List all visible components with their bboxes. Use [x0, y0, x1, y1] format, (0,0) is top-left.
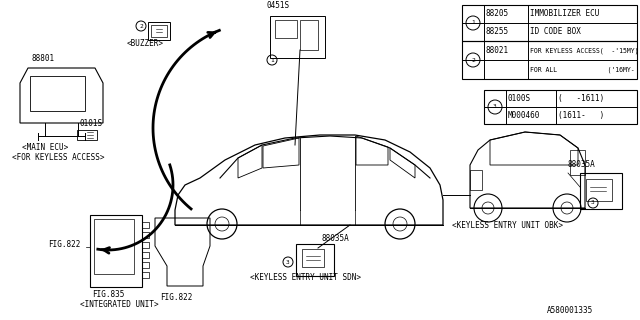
Bar [77, 130, 97, 140]
Text: 3: 3 [591, 201, 595, 205]
Text: 88035A: 88035A [568, 160, 596, 169]
Text: 88021: 88021 [486, 46, 509, 55]
Text: 3: 3 [493, 105, 497, 109]
Text: 0451S: 0451S [266, 1, 289, 10]
Text: <FOR KEYLESS ACCESS>: <FOR KEYLESS ACCESS> [12, 153, 104, 162]
Bar [94, 219, 134, 274]
Text: 88205: 88205 [486, 10, 509, 19]
Text: M000460: M000460 [508, 111, 540, 120]
Text: FIG.835: FIG.835 [92, 290, 124, 299]
Text: <KEYLESS ENTRY UNIT OBK>: <KEYLESS ENTRY UNIT OBK> [452, 221, 563, 230]
Text: 2: 2 [139, 23, 143, 28]
Text: IMMOBILIZER ECU: IMMOBILIZER ECU [530, 10, 600, 19]
Text: <INTEGRATED UNIT>: <INTEGRATED UNIT> [80, 300, 159, 309]
Bar [302, 249, 324, 267]
Text: 1: 1 [471, 20, 475, 26]
Text: <MAIN ECU>: <MAIN ECU> [22, 143, 68, 152]
Bar [142, 232, 149, 238]
Text: <KEYLESS ENTRY UNIT SDN>: <KEYLESS ENTRY UNIT SDN> [250, 273, 361, 282]
Text: 3: 3 [286, 260, 290, 265]
Text: 88801: 88801 [32, 54, 55, 63]
Text: A580001335: A580001335 [547, 306, 593, 315]
Bar [148, 22, 170, 40]
Bar [142, 272, 149, 278]
Bar [151, 25, 167, 37]
Bar [90, 215, 142, 287]
Bar [462, 41, 637, 79]
Text: 88035A: 88035A [322, 234, 349, 243]
Text: 2: 2 [471, 58, 475, 62]
Bar [142, 262, 149, 268]
Text: (   -1611): ( -1611) [558, 94, 604, 103]
Text: FOR KEYLESS ACCESS(  -'15MY): FOR KEYLESS ACCESS( -'15MY) [530, 47, 639, 54]
Text: FIG.822: FIG.822 [160, 293, 193, 302]
Bar [462, 5, 637, 41]
Text: 1: 1 [270, 58, 274, 62]
Bar [470, 170, 482, 190]
Text: FIG.822: FIG.822 [48, 240, 81, 249]
Text: ID CODE BOX: ID CODE BOX [530, 28, 581, 36]
Bar [275, 20, 297, 38]
Bar [142, 242, 149, 248]
Text: (1611-   ): (1611- ) [558, 111, 604, 120]
Bar [296, 244, 334, 276]
Text: 0101S: 0101S [80, 119, 103, 128]
Bar [484, 90, 637, 124]
Text: 0100S: 0100S [508, 94, 531, 103]
Bar [142, 222, 149, 228]
Bar [580, 173, 622, 209]
Bar [30, 76, 85, 111]
Bar [586, 179, 612, 201]
Bar [570, 150, 585, 175]
Bar [300, 20, 318, 50]
Bar [270, 16, 325, 58]
Bar [142, 252, 149, 258]
Text: FOR ALL             ('16MY-  ): FOR ALL ('16MY- ) [530, 66, 640, 73]
Text: <BUZZER>: <BUZZER> [127, 39, 163, 48]
Text: 88255: 88255 [486, 28, 509, 36]
